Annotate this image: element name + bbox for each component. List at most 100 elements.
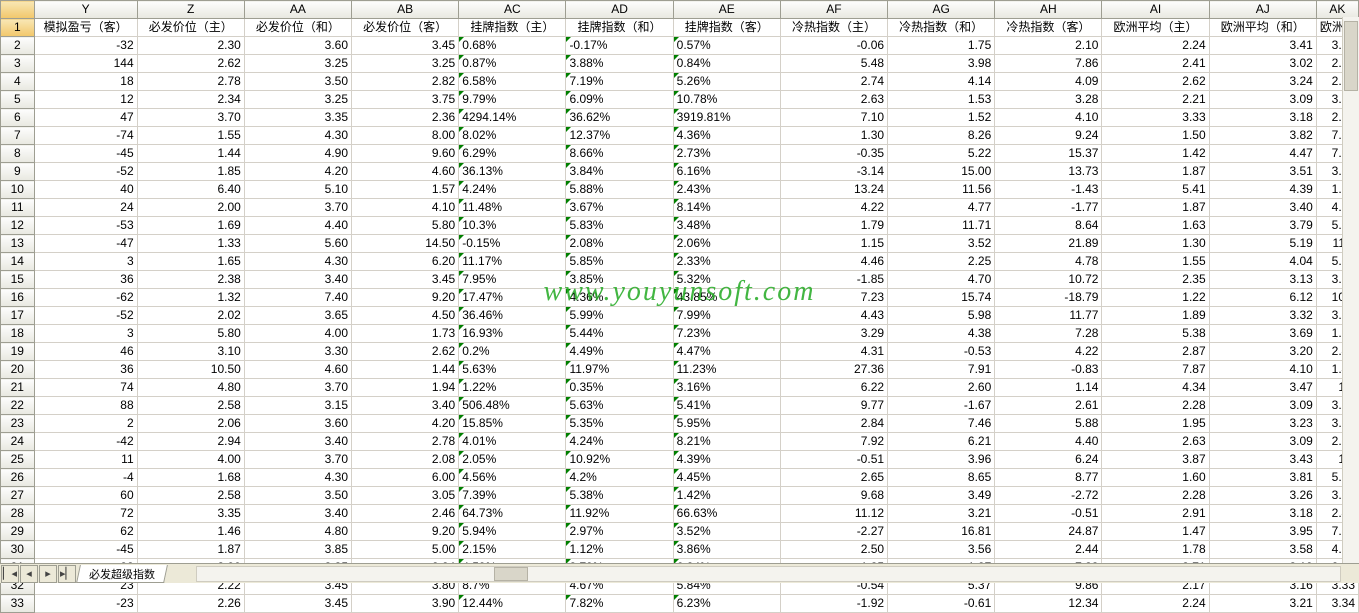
cell-AC18[interactable]: 16.93%: [459, 325, 566, 343]
spreadsheet-grid[interactable]: YZAAABACADAEAFAGAHAIAJAK 1模拟盈亏（客）必发价位（主）…: [0, 0, 1359, 583]
sheet-tab[interactable]: 必发超级指数: [76, 565, 168, 583]
cell-AE23[interactable]: 5.95%: [673, 415, 780, 433]
cell-AJ19[interactable]: 3.20: [1209, 343, 1316, 361]
cell-Z24[interactable]: 2.94: [137, 433, 244, 451]
cell-AJ23[interactable]: 3.23: [1209, 415, 1316, 433]
cell-AC17[interactable]: 36.46%: [459, 307, 566, 325]
sheet-tab-bar[interactable]: ▏◂ ◂ ▸ ▸▏ 必发超级指数: [0, 563, 1359, 583]
cell-AD7[interactable]: 12.37%: [566, 127, 673, 145]
cell-AF14[interactable]: 4.46: [780, 253, 887, 271]
cell-AJ21[interactable]: 3.47: [1209, 379, 1316, 397]
cell-AA3[interactable]: 3.25: [244, 55, 351, 73]
cell-AJ16[interactable]: 6.12: [1209, 289, 1316, 307]
cell-AE21[interactable]: 3.16%: [673, 379, 780, 397]
cell-Z5[interactable]: 2.34: [137, 91, 244, 109]
cell-AC30[interactable]: 2.15%: [459, 541, 566, 559]
field-header-Y[interactable]: 模拟盈亏（客）: [34, 19, 137, 37]
cell-AD27[interactable]: 5.38%: [566, 487, 673, 505]
cell-AH25[interactable]: 6.24: [995, 451, 1102, 469]
cell-AH7[interactable]: 9.24: [995, 127, 1102, 145]
cell-AA10[interactable]: 5.10: [244, 181, 351, 199]
cell-AI21[interactable]: 4.34: [1102, 379, 1209, 397]
cell-AA24[interactable]: 3.40: [244, 433, 351, 451]
field-header-AD[interactable]: 挂牌指数（和）: [566, 19, 673, 37]
cell-AJ10[interactable]: 4.39: [1209, 181, 1316, 199]
cell-AI26[interactable]: 1.60: [1102, 469, 1209, 487]
cell-AJ22[interactable]: 3.09: [1209, 397, 1316, 415]
row-header-27[interactable]: 27: [1, 487, 35, 505]
cell-AJ12[interactable]: 3.79: [1209, 217, 1316, 235]
cell-AE14[interactable]: 2.33%: [673, 253, 780, 271]
cell-AA27[interactable]: 3.50: [244, 487, 351, 505]
row-header-30[interactable]: 30: [1, 541, 35, 559]
cell-AD4[interactable]: 7.19%: [566, 73, 673, 91]
cell-AD6[interactable]: 36.62%: [566, 109, 673, 127]
column-header-AH[interactable]: AH: [995, 1, 1102, 19]
column-header-AB[interactable]: AB: [352, 1, 459, 19]
cell-AB2[interactable]: 3.45: [352, 37, 459, 55]
cell-AB8[interactable]: 9.60: [352, 145, 459, 163]
cell-Z7[interactable]: 1.55: [137, 127, 244, 145]
cell-AE12[interactable]: 3.48%: [673, 217, 780, 235]
cell-AC2[interactable]: 0.68%: [459, 37, 566, 55]
row-header-20[interactable]: 20: [1, 361, 35, 379]
cell-AA20[interactable]: 4.60: [244, 361, 351, 379]
cell-Y8[interactable]: -45: [34, 145, 137, 163]
cell-AF2[interactable]: -0.06: [780, 37, 887, 55]
cell-AD8[interactable]: 8.66%: [566, 145, 673, 163]
cell-AJ15[interactable]: 3.13: [1209, 271, 1316, 289]
cell-AG11[interactable]: 4.77: [888, 199, 995, 217]
cell-AC5[interactable]: 9.79%: [459, 91, 566, 109]
cell-AC7[interactable]: 8.02%: [459, 127, 566, 145]
row-header-6[interactable]: 6: [1, 109, 35, 127]
cell-AJ7[interactable]: 3.82: [1209, 127, 1316, 145]
cell-Z28[interactable]: 3.35: [137, 505, 244, 523]
cell-AG18[interactable]: 4.38: [888, 325, 995, 343]
cell-AC21[interactable]: 1.22%: [459, 379, 566, 397]
cell-AJ2[interactable]: 3.41: [1209, 37, 1316, 55]
cell-Y2[interactable]: -32: [34, 37, 137, 55]
column-header-AI[interactable]: AI: [1102, 1, 1209, 19]
cell-AJ14[interactable]: 4.04: [1209, 253, 1316, 271]
cell-AB14[interactable]: 6.20: [352, 253, 459, 271]
cell-AB5[interactable]: 3.75: [352, 91, 459, 109]
cell-Y3[interactable]: 144: [34, 55, 137, 73]
cell-AA15[interactable]: 3.40: [244, 271, 351, 289]
cell-AD22[interactable]: 5.63%: [566, 397, 673, 415]
cell-Y23[interactable]: 2: [34, 415, 137, 433]
cell-AD26[interactable]: 4.2%: [566, 469, 673, 487]
cell-AG14[interactable]: 2.25: [888, 253, 995, 271]
field-header-AG[interactable]: 冷热指数（和）: [888, 19, 995, 37]
cell-AI24[interactable]: 2.63: [1102, 433, 1209, 451]
cell-Z15[interactable]: 2.38: [137, 271, 244, 289]
cell-AG26[interactable]: 8.65: [888, 469, 995, 487]
cell-AG13[interactable]: 3.52: [888, 235, 995, 253]
cell-AD10[interactable]: 5.88%: [566, 181, 673, 199]
cell-AI16[interactable]: 1.22: [1102, 289, 1209, 307]
cell-AI33[interactable]: 2.24: [1102, 595, 1209, 613]
cell-AH10[interactable]: -1.43: [995, 181, 1102, 199]
cell-AE29[interactable]: 3.52%: [673, 523, 780, 541]
cell-AD33[interactable]: 7.82%: [566, 595, 673, 613]
cell-AC27[interactable]: 7.39%: [459, 487, 566, 505]
cell-AI12[interactable]: 1.63: [1102, 217, 1209, 235]
cell-AF20[interactable]: 27.36: [780, 361, 887, 379]
cell-AG20[interactable]: 7.91: [888, 361, 995, 379]
cell-Z11[interactable]: 2.00: [137, 199, 244, 217]
cell-AE11[interactable]: 8.14%: [673, 199, 780, 217]
column-header-AF[interactable]: AF: [780, 1, 887, 19]
column-header-AD[interactable]: AD: [566, 1, 673, 19]
cell-AB29[interactable]: 9.20: [352, 523, 459, 541]
cell-AH24[interactable]: 4.40: [995, 433, 1102, 451]
cell-AH29[interactable]: 24.87: [995, 523, 1102, 541]
cell-AF28[interactable]: 11.12: [780, 505, 887, 523]
cell-Y30[interactable]: -45: [34, 541, 137, 559]
cell-AJ6[interactable]: 3.18: [1209, 109, 1316, 127]
cell-AE8[interactable]: 2.73%: [673, 145, 780, 163]
cell-AA2[interactable]: 3.60: [244, 37, 351, 55]
cell-AA23[interactable]: 3.60: [244, 415, 351, 433]
cell-AB23[interactable]: 4.20: [352, 415, 459, 433]
cell-AE4[interactable]: 5.26%: [673, 73, 780, 91]
cell-AJ29[interactable]: 3.95: [1209, 523, 1316, 541]
cell-AA19[interactable]: 3.30: [244, 343, 351, 361]
